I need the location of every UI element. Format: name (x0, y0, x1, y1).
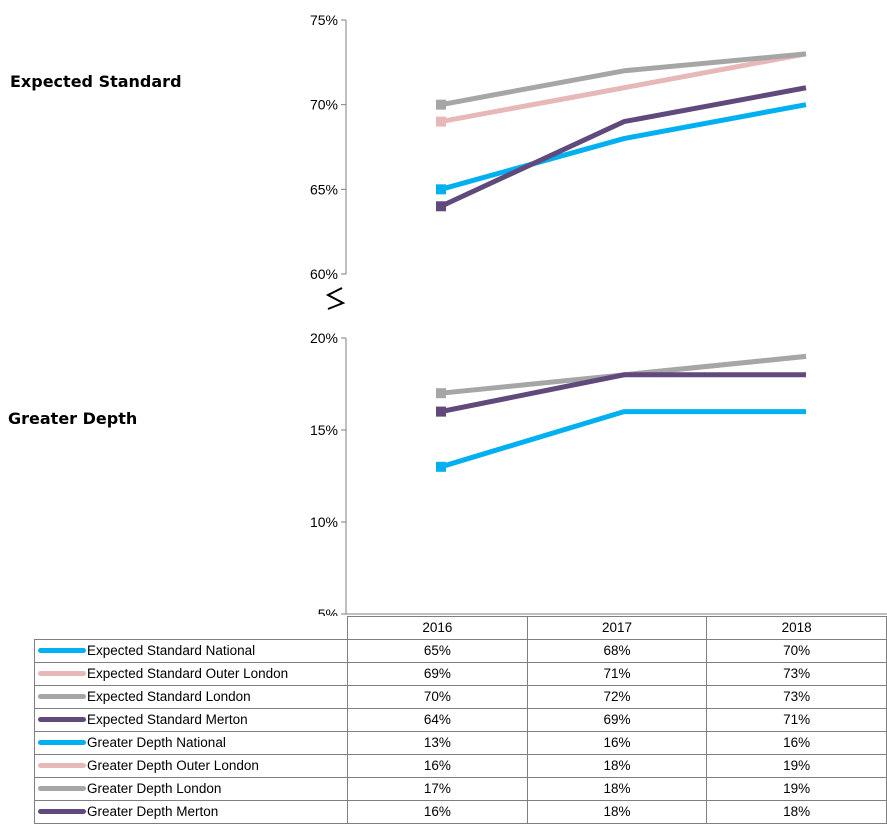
value-cell: 70% (347, 685, 528, 709)
value-cell: 70% (706, 639, 887, 663)
legend-swatch-icon (38, 785, 86, 791)
series-name-label: Greater Depth London (87, 781, 222, 796)
series-name-cell: Greater Depth National (33, 731, 349, 755)
series-line (440, 409, 806, 470)
legend-swatch-icon (38, 762, 86, 768)
series-name-cell: Expected Standard National (33, 639, 349, 663)
series-name-cell: Greater Depth Merton (33, 800, 349, 824)
y-tick-label: 5% (318, 606, 338, 616)
value-cell: 64% (347, 708, 528, 732)
series-name-label: Greater Depth Outer London (87, 758, 259, 773)
series-line (440, 51, 807, 108)
legend-swatch-icon (38, 808, 86, 814)
legend-swatch-icon (38, 739, 86, 745)
table-header-year: 2018 (706, 616, 887, 640)
value-cell: 18% (526, 754, 708, 778)
series-name-label: Greater Depth Merton (87, 804, 219, 819)
table-row: Greater Depth National 13% 16% 16% (33, 731, 887, 755)
y-tick-label: 10% (310, 514, 338, 530)
series-name-label: Expected Standard Merton (87, 712, 248, 727)
legend-swatch-icon (38, 647, 86, 653)
series-marker (436, 184, 446, 195)
y-tick-label: 60% (310, 266, 338, 282)
value-cell: 17% (347, 777, 528, 801)
series-line (440, 372, 806, 415)
panel-label-expected-standard: Expected Standard (10, 72, 182, 91)
table-row: Greater Depth London 17% 18% 19% (33, 777, 887, 801)
series-name-label: Expected Standard Outer London (87, 666, 289, 681)
series-name-cell: Greater Depth Outer London (33, 754, 349, 778)
value-cell: 16% (347, 754, 528, 778)
value-cell: 72% (526, 685, 708, 709)
value-cell: 68% (526, 639, 708, 663)
series-name-cell: Expected Standard Merton (33, 708, 349, 732)
value-cell: 65% (347, 639, 528, 663)
series-marker (436, 99, 446, 110)
y-tick-label: 65% (310, 181, 338, 197)
value-cell: 19% (706, 777, 887, 801)
value-cell: 16% (526, 731, 708, 755)
series-line (440, 102, 807, 192)
value-cell: 71% (526, 662, 708, 686)
value-cell: 18% (526, 777, 708, 801)
table-header-blank (34, 616, 349, 640)
value-cell: 13% (347, 731, 528, 755)
axis-break-icon (325, 287, 346, 310)
data-table: 2016 2017 2018 Expected Standard National 65… (33, 616, 887, 824)
y-tick-label: 70% (310, 97, 338, 113)
y-tick-label: 75% (310, 12, 338, 28)
value-cell: 19% (706, 754, 887, 778)
series-marker (436, 388, 446, 399)
series-name-cell: Expected Standard London (33, 685, 349, 709)
value-cell: 69% (526, 708, 708, 732)
series-marker (436, 461, 446, 472)
series-name-label: Expected Standard London (87, 689, 251, 704)
series-marker (436, 406, 446, 417)
legend-swatch-icon (38, 693, 86, 699)
value-cell: 18% (706, 800, 887, 824)
series-name-label: Expected Standard National (87, 643, 256, 658)
value-cell: 71% (706, 708, 887, 732)
series-line (440, 353, 807, 415)
series-name-cell: Greater Depth London (33, 777, 349, 801)
table-row: Greater Depth Merton 16% 18% 18% (33, 800, 887, 824)
value-cell: 73% (706, 662, 887, 686)
legend-swatch-icon (38, 716, 86, 722)
series-line (440, 51, 807, 125)
series-marker (436, 201, 446, 212)
line-chart: 75% 70% 65% 60% 20% 15% 10% 5% (310, 12, 887, 616)
series-marker (436, 116, 446, 127)
series-name-label: Greater Depth National (87, 735, 226, 750)
table-row: Expected Standard Outer London 69% 71% 73% (33, 662, 887, 686)
table-header-row: 2016 2017 2018 (34, 616, 887, 640)
value-cell: 69% (347, 662, 528, 686)
table-header-year: 2017 (526, 616, 708, 640)
table-row: Expected Standard Merton 64% 69% 71% (33, 708, 887, 732)
series-name-cell: Expected Standard Outer London (33, 662, 349, 686)
y-tick-label: 20% (310, 330, 338, 346)
table-row: Greater Depth Outer London 16% 18% 19% (33, 754, 887, 778)
value-cell: 16% (706, 731, 887, 755)
value-cell: 18% (526, 800, 708, 824)
panel-label-greater-depth: Greater Depth (8, 409, 138, 428)
value-cell: 73% (706, 685, 887, 709)
y-tick-label: 15% (310, 422, 338, 438)
value-cell: 16% (347, 800, 528, 824)
legend-swatch-icon (38, 670, 86, 676)
table-header-year: 2016 (347, 616, 528, 640)
table-row: Expected Standard National 65% 68% 70% (33, 639, 887, 663)
table-row: Expected Standard London 70% 72% 73% (33, 685, 887, 709)
series-line (439, 85, 807, 209)
